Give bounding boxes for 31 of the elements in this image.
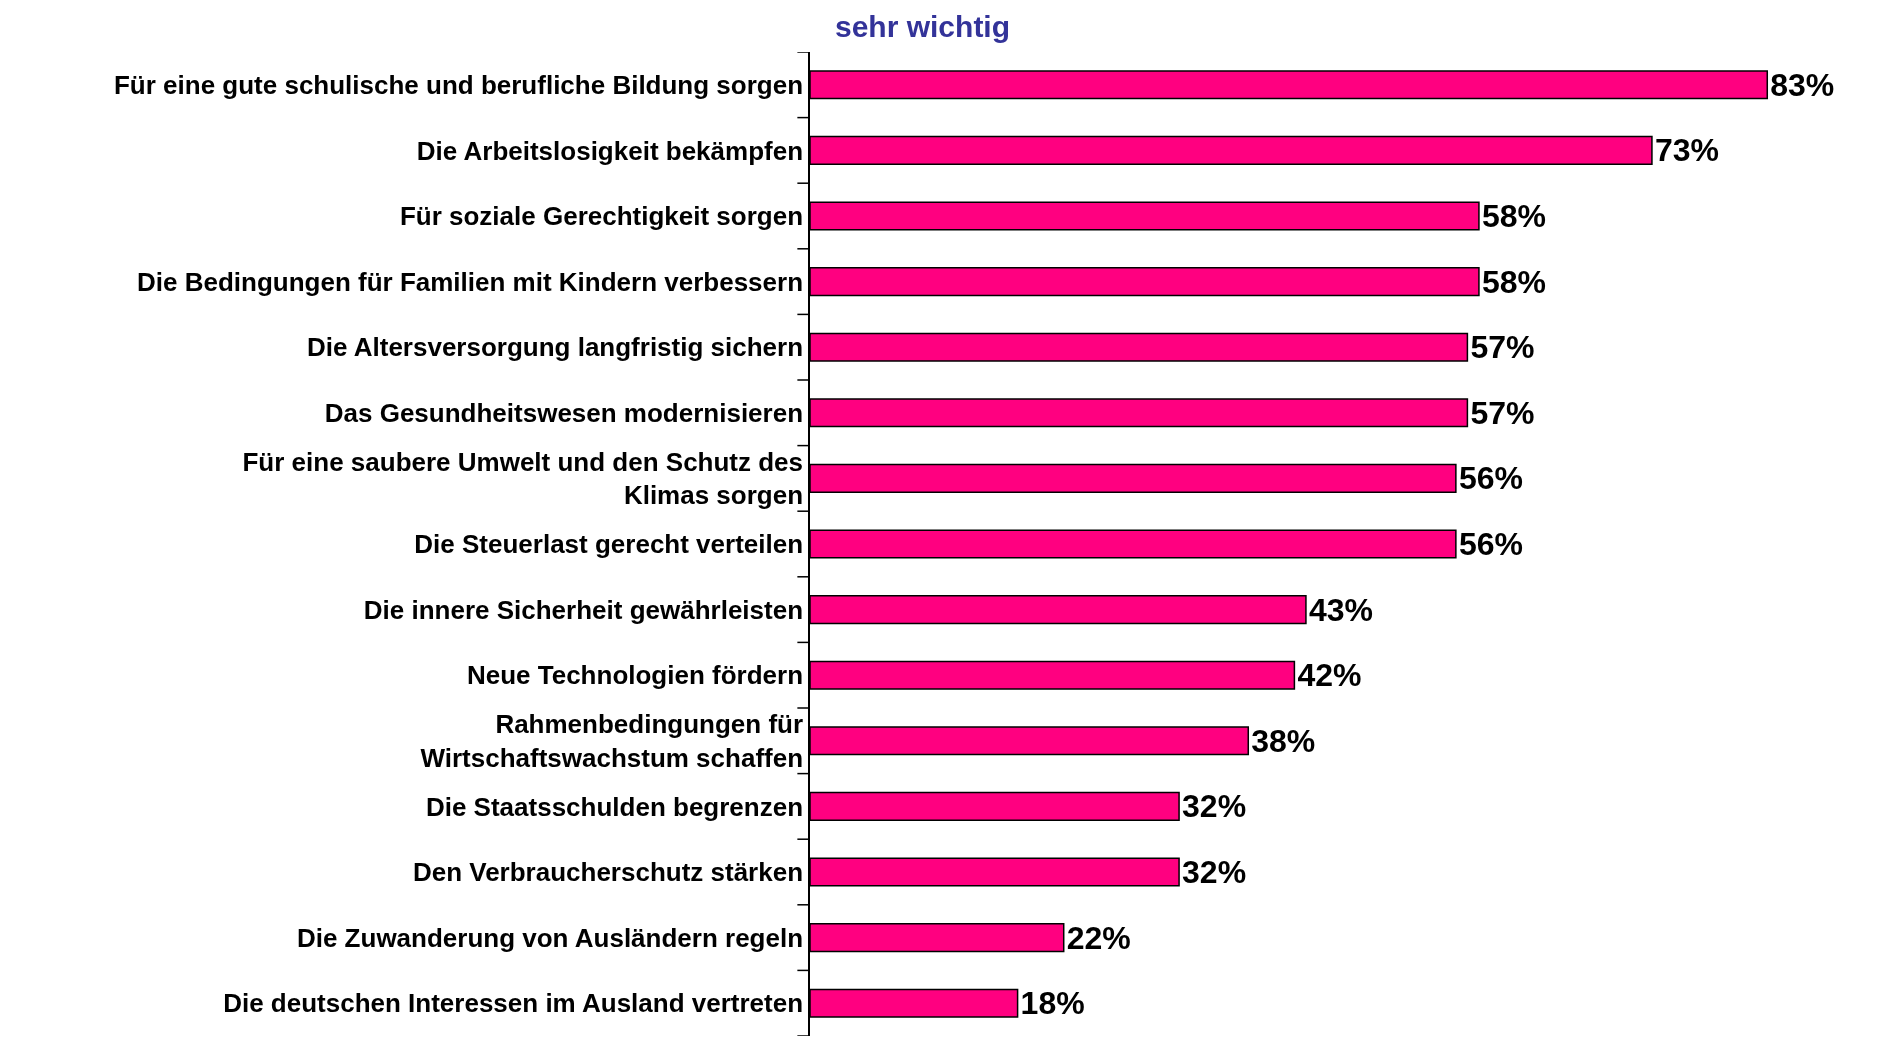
y-tick-label: Das Gesundheitswesen modernisieren <box>324 397 804 428</box>
y-tick-label: Für eine saubere Umwelt und den Schutz des Klimas sorgen <box>242 446 804 511</box>
data-label: 22% <box>1066 919 1131 956</box>
data-label: 57% <box>1470 329 1535 366</box>
y-tick-label: Die Altersversorgung langfristig sichern <box>307 332 804 363</box>
y-tick-label: Die Zuwanderung von Ausländern regeln <box>296 922 804 953</box>
data-label: 58% <box>1481 263 1546 300</box>
data-label: 43% <box>1308 591 1373 628</box>
data-label: 18% <box>1020 985 1085 1022</box>
data-label: 32% <box>1182 788 1247 825</box>
data-label: 56% <box>1458 460 1523 497</box>
chart-title: sehr wichtig <box>835 9 1011 43</box>
data-label: 83% <box>1770 66 1835 103</box>
y-tick-label: Die Staatsschulden begrenzen <box>425 791 804 822</box>
data-label: 73% <box>1654 132 1719 169</box>
y-tick-label: Die deutschen Interessen im Ausland vertreten <box>223 988 804 1019</box>
y-tick-label: Für soziale Gerechtigkeit sorgen <box>399 201 804 232</box>
y-tick-label: Neue Technologien fördern <box>466 660 804 691</box>
data-label: 42% <box>1297 657 1362 694</box>
y-tick-label: Für eine gute schulische und berufliche Bildung sorgen <box>113 69 804 100</box>
data-label: 58% <box>1481 198 1546 234</box>
data-label: 38% <box>1251 722 1316 759</box>
y-tick-label: Die Arbeitslosigkeit bekämpfen <box>416 135 804 166</box>
data-label: 57% <box>1470 394 1535 431</box>
y-tick-label: Den Verbraucherschutz stärken <box>412 857 804 888</box>
y-tick-label: Rahmenbedingungen für Wirtschaftswachstum schaffen <box>420 709 804 773</box>
data-label: 56% <box>1458 526 1523 562</box>
y-tick-label: Die Steuerlast gerecht verteilen <box>414 529 804 560</box>
y-tick-label: Die Bedingungen für Familien mit Kindern verbessern <box>137 266 804 297</box>
data-label: 32% <box>1182 854 1247 890</box>
y-tick-label: Die innere Sicherheit gewährleisten <box>363 594 804 625</box>
